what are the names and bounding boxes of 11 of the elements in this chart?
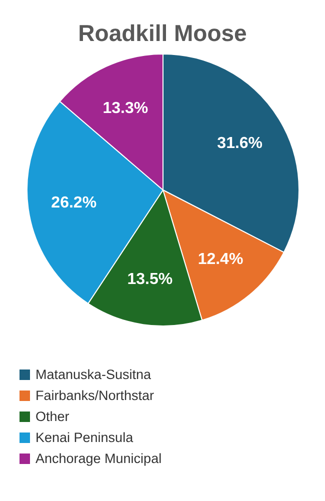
data-label: 13.3% [102, 100, 148, 118]
data-label: 26.2% [51, 194, 97, 212]
data-label: 12.4% [198, 251, 244, 268]
legend-label: Matanuska-Susitna [36, 366, 152, 382]
data-label: 13.5% [127, 271, 173, 288]
legend-label: Kenai Peninsula [36, 430, 134, 445]
chart-title: Roadkill Moose [78, 20, 247, 46]
legend-label: Other [36, 408, 70, 424]
legend-label: Fairbanks/Northstar [36, 388, 155, 403]
data-label: 31.6% [217, 135, 263, 152]
legend-label: Anchorage Municipal [36, 450, 162, 466]
